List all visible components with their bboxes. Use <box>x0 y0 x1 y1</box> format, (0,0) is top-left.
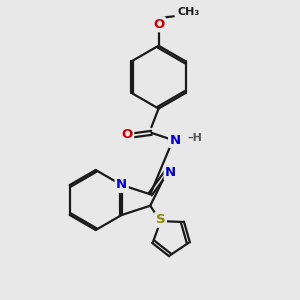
Text: N: N <box>169 134 181 146</box>
Text: N: N <box>116 178 127 191</box>
Text: S: S <box>156 213 165 226</box>
Text: N: N <box>165 166 176 179</box>
Text: O: O <box>153 18 164 31</box>
Text: –H: –H <box>188 133 203 143</box>
Text: O: O <box>122 128 133 141</box>
Text: CH₃: CH₃ <box>177 7 200 17</box>
